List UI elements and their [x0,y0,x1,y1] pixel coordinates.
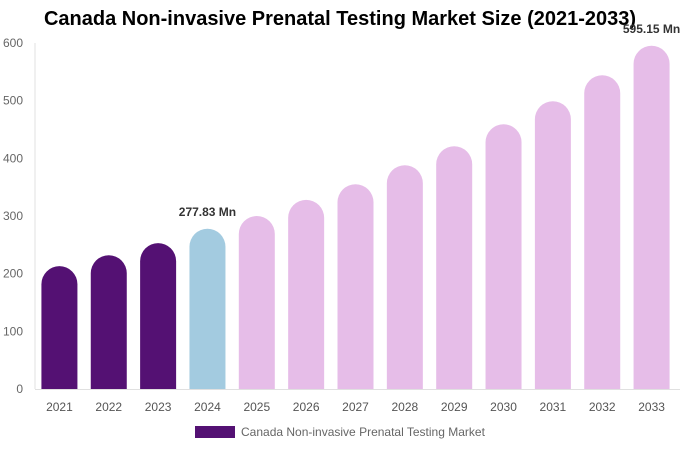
x-tick-label: 2029 [441,400,468,414]
y-tick-label: 200 [3,267,23,281]
bar-2033 [633,45,670,389]
y-tick-label: 500 [3,94,23,108]
x-tick-label: 2026 [293,400,320,414]
legend: Canada Non-invasive Prenatal Testing Mar… [195,425,485,439]
bar-2023 [140,243,177,389]
bar-2030 [485,124,522,390]
bar-2021 [41,266,78,389]
y-tick-label: 300 [3,209,23,223]
data-label: 277.83 Mn [179,205,236,219]
legend-swatch [195,426,235,438]
bar-2026 [288,199,325,389]
y-tick-label: 100 [3,324,23,338]
y-tick-label: 400 [3,151,23,165]
bar-2025 [238,216,275,389]
x-tick-label: 2024 [194,400,221,414]
bar-2031 [534,101,571,389]
x-tick-label: 2032 [589,400,616,414]
x-tick-label: 2025 [243,400,270,414]
x-tick-label: 2022 [95,400,122,414]
y-tick-label: 0 [16,382,23,396]
legend-label: Canada Non-invasive Prenatal Testing Mar… [241,425,485,439]
x-tick-label: 2023 [145,400,172,414]
bar-2027 [337,184,374,389]
bar-2029 [436,146,473,389]
bar-2028 [386,165,423,389]
chart-title: Canada Non-invasive Prenatal Testing Mar… [43,8,637,30]
x-tick-label: 2028 [391,400,418,414]
bar-2032 [584,75,621,389]
y-tick-label: 600 [3,36,23,50]
x-tick-label: 2027 [342,400,369,414]
x-tick-label: 2033 [638,400,665,414]
x-tick-label: 2021 [46,400,73,414]
bar-2024 [189,228,226,389]
bar-2022 [90,255,127,389]
x-tick-label: 2030 [490,400,517,414]
x-tick-label: 2031 [540,400,567,414]
data-label: 595.15 Mn [623,22,680,36]
